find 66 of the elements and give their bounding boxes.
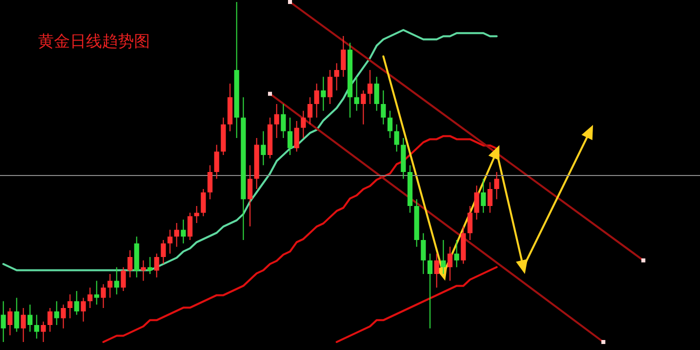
- candlestick: [380, 90, 386, 125]
- candlestick: [488, 182, 492, 214]
- candlestick: [174, 222, 180, 248]
- point: [516, 259, 528, 274]
- candlestick: [108, 274, 112, 298]
- candlestick: [474, 185, 480, 220]
- candlestick: [248, 164, 252, 227]
- candlestick: [20, 308, 26, 342]
- candlestick: [320, 76, 326, 112]
- candlestick: [468, 206, 472, 240]
- candlestick: [0, 300, 6, 342]
- candlestick: [34, 314, 40, 340]
- candlestick: [480, 178, 486, 214]
- candlestick: [120, 266, 126, 292]
- candlestick: [388, 110, 392, 138]
- candlestick: [360, 90, 366, 125]
- candlestick: [328, 70, 332, 104]
- candlestick: [208, 164, 212, 200]
- text: 黄金日线趋势图: [38, 32, 150, 50]
- candlestick: [88, 287, 92, 308]
- point: [582, 124, 594, 140]
- candlestick: [440, 240, 446, 274]
- candlestick: [128, 250, 132, 278]
- candlestick: [28, 304, 32, 332]
- candlestick: [100, 284, 106, 308]
- candlestick: [494, 172, 500, 200]
- candlestick: [428, 253, 432, 329]
- candlestick: [340, 36, 346, 78]
- candlestick: [188, 212, 192, 240]
- candlestick: [214, 144, 220, 180]
- candlestick: [68, 294, 72, 319]
- candlestick: [448, 246, 452, 282]
- candlestick: [48, 308, 52, 332]
- candlestick: [434, 253, 440, 288]
- candlestick: [140, 260, 146, 282]
- candlestick: [300, 110, 306, 138]
- candlestick: [160, 240, 166, 264]
- candlestick: [168, 229, 172, 254]
- candlestick: [40, 321, 46, 342]
- candlestick: [114, 266, 120, 295]
- candlestick: [148, 256, 152, 274]
- candlestick: [334, 62, 340, 91]
- candlestick: [260, 130, 266, 166]
- candlestick: [394, 124, 400, 152]
- candlestick: [180, 219, 186, 244]
- candlestick: [314, 83, 320, 118]
- candlestick: [80, 297, 86, 322]
- candlestick: [288, 117, 292, 156]
- candlestick: [354, 76, 360, 112]
- candlestick: [368, 70, 372, 104]
- candlestick: [294, 120, 300, 152]
- candlestick: [54, 300, 60, 326]
- candlestick: [280, 104, 286, 138]
- candlestick: [154, 253, 160, 278]
- candlestick: [454, 240, 460, 268]
- candlestick: [60, 304, 66, 329]
- candlestick: [200, 188, 206, 217]
- candlestick: [308, 96, 312, 125]
- candlestick: [374, 76, 380, 112]
- candlestick: [274, 104, 280, 138]
- candlestick: [420, 232, 426, 274]
- candlestick: [14, 297, 20, 332]
- candlestick: [74, 290, 80, 316]
- candlestick: [94, 280, 100, 306]
- candlestick: [8, 308, 12, 336]
- point: [488, 145, 500, 160]
